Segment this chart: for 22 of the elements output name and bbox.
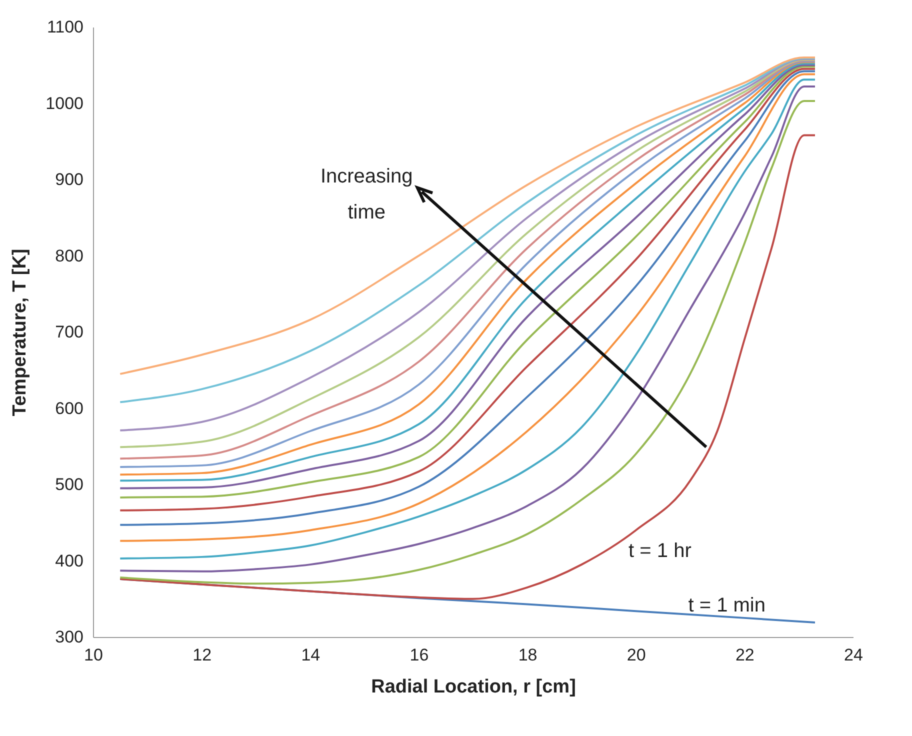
y-tick-label: 600 <box>55 398 84 418</box>
x-axis-title: Radial Location, r [cm] <box>371 676 576 698</box>
y-tick-label: 500 <box>55 475 84 494</box>
annotation: t = 1 hr <box>628 540 692 562</box>
annotation: Increasing time <box>320 165 413 224</box>
x-tick-label: 24 <box>844 646 863 664</box>
x-tick-label: 16 <box>410 646 429 664</box>
x-tick-label: 10 <box>84 646 103 664</box>
x-tick-label: 12 <box>192 646 212 664</box>
y-tick-label: 700 <box>55 322 84 342</box>
x-tick-label: 20 <box>626 646 646 664</box>
y-axis-title: Temperature, T [K] <box>10 248 31 416</box>
y-tick-label: 400 <box>55 551 84 570</box>
x-tick-label: 18 <box>518 646 538 664</box>
y-tick-label: 1100 <box>46 18 84 36</box>
y-tick-label: 1000 <box>46 94 84 113</box>
y-tick-label: 300 <box>55 628 84 646</box>
x-tick-label: 22 <box>735 646 754 664</box>
x-tick-label: 14 <box>301 646 320 664</box>
annotation: t = 1 min <box>688 594 766 616</box>
y-tick-label: 900 <box>55 170 84 189</box>
y-tick-label: 800 <box>55 246 84 266</box>
